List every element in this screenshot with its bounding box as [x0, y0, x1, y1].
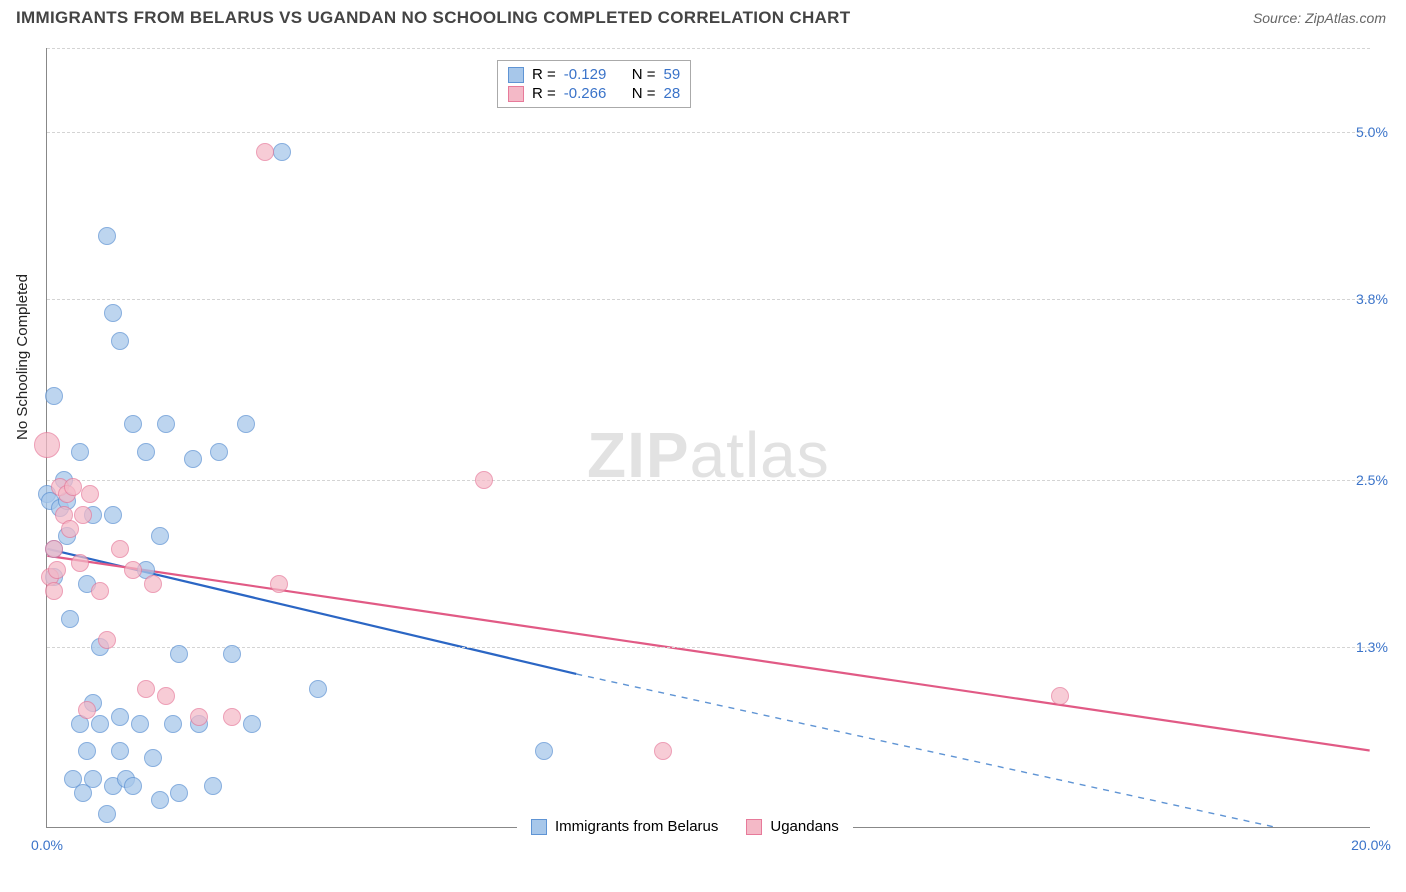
- data-point: [243, 715, 261, 733]
- gridline: [47, 480, 1370, 481]
- data-point: [111, 708, 129, 726]
- legend-series-label: Ugandans: [770, 818, 838, 835]
- data-point: [48, 561, 66, 579]
- legend-n-label: N =: [632, 85, 656, 102]
- chart-title: IMMIGRANTS FROM BELARUS VS UGANDAN NO SC…: [16, 8, 850, 28]
- legend-r-value: -0.266: [564, 85, 624, 102]
- legend-swatch: [531, 819, 547, 835]
- legend-r-value: -0.129: [564, 66, 624, 83]
- data-point: [74, 506, 92, 524]
- data-point: [475, 471, 493, 489]
- data-point: [204, 777, 222, 795]
- legend-swatch: [746, 819, 762, 835]
- data-point: [45, 582, 63, 600]
- data-point: [98, 631, 116, 649]
- y-tick-label: 3.8%: [1356, 291, 1406, 307]
- chart-canvas: ZIPatlas R = -0.129 N = 59 R = -0.266 N …: [46, 48, 1370, 828]
- data-point: [273, 143, 291, 161]
- data-point: [104, 506, 122, 524]
- legend-top-row: R = -0.266 N = 28: [508, 84, 680, 103]
- legend-n-value: 59: [664, 66, 681, 83]
- y-tick-label: 5.0%: [1356, 124, 1406, 140]
- data-point: [64, 478, 82, 496]
- legend-top: R = -0.129 N = 59 R = -0.266 N = 28: [497, 60, 691, 108]
- data-point: [78, 742, 96, 760]
- data-point: [81, 485, 99, 503]
- data-point: [45, 387, 63, 405]
- data-point: [91, 582, 109, 600]
- data-point: [157, 687, 175, 705]
- data-point: [170, 784, 188, 802]
- legend-top-row: R = -0.129 N = 59: [508, 65, 680, 84]
- data-point: [124, 777, 142, 795]
- data-point: [34, 432, 60, 458]
- watermark: ZIPatlas: [587, 418, 830, 492]
- data-point: [137, 443, 155, 461]
- legend-bottom-item: Ugandans: [746, 818, 838, 835]
- y-tick-label: 2.5%: [1356, 472, 1406, 488]
- x-tick-label: 0.0%: [31, 837, 63, 853]
- data-point: [71, 443, 89, 461]
- legend-r-label: R =: [532, 66, 556, 83]
- legend-bottom: Immigrants from Belarus Ugandans: [517, 814, 853, 839]
- data-point: [309, 680, 327, 698]
- data-point: [223, 708, 241, 726]
- data-point: [71, 554, 89, 572]
- data-point: [78, 701, 96, 719]
- legend-swatch: [508, 67, 524, 83]
- data-point: [111, 540, 129, 558]
- data-point: [104, 304, 122, 322]
- data-point: [1051, 687, 1069, 705]
- data-point: [61, 520, 79, 538]
- y-axis-label: No Schooling Completed: [14, 274, 31, 440]
- data-point: [111, 332, 129, 350]
- legend-r-label: R =: [532, 85, 556, 102]
- data-point: [184, 450, 202, 468]
- source-label: Source: ZipAtlas.com: [1253, 10, 1386, 26]
- data-point: [131, 715, 149, 733]
- legend-swatch: [508, 86, 524, 102]
- data-point: [535, 742, 553, 760]
- data-point: [61, 610, 79, 628]
- legend-n-value: 28: [664, 85, 681, 102]
- header-bar: IMMIGRANTS FROM BELARUS VS UGANDAN NO SC…: [0, 0, 1406, 32]
- data-point: [111, 742, 129, 760]
- legend-bottom-item: Immigrants from Belarus: [531, 818, 718, 835]
- data-point: [654, 742, 672, 760]
- data-point: [144, 575, 162, 593]
- data-point: [164, 715, 182, 733]
- gridline: [47, 132, 1370, 133]
- data-point: [124, 415, 142, 433]
- legend-series-label: Immigrants from Belarus: [555, 818, 718, 835]
- data-point: [210, 443, 228, 461]
- data-point: [84, 770, 102, 788]
- data-point: [144, 749, 162, 767]
- data-point: [151, 791, 169, 809]
- data-point: [223, 645, 241, 663]
- y-tick-label: 1.3%: [1356, 639, 1406, 655]
- data-point: [137, 680, 155, 698]
- data-point: [45, 540, 63, 558]
- gridline: [47, 48, 1370, 49]
- data-point: [151, 527, 169, 545]
- data-point: [256, 143, 274, 161]
- data-point: [190, 708, 208, 726]
- regression-lines: [47, 48, 1370, 827]
- x-tick-label: 20.0%: [1351, 837, 1391, 853]
- data-point: [124, 561, 142, 579]
- legend-n-label: N =: [632, 66, 656, 83]
- data-point: [98, 227, 116, 245]
- data-point: [91, 715, 109, 733]
- gridline: [47, 647, 1370, 648]
- data-point: [270, 575, 288, 593]
- data-point: [157, 415, 175, 433]
- data-point: [170, 645, 188, 663]
- gridline: [47, 299, 1370, 300]
- data-point: [237, 415, 255, 433]
- data-point: [98, 805, 116, 823]
